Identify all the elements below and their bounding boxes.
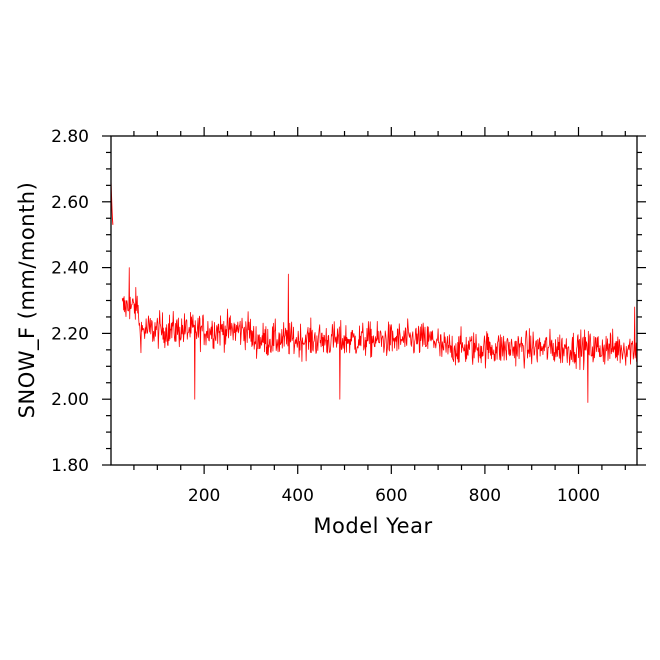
x-tick-label: 1000: [557, 486, 600, 506]
y-tick-label: 2.40: [51, 259, 89, 279]
y-tick-label: 2.20: [51, 324, 89, 344]
axes-layer: 200 400 600 800 1000 1.80 2.00 2.20 2.40 2.60 2.80: [51, 127, 646, 506]
series-line: [121, 267, 638, 403]
series-layer: [110, 182, 638, 403]
x-tick-label: 800: [469, 486, 501, 506]
x-tick-label: 400: [281, 486, 313, 506]
plot-frame: [110, 135, 638, 466]
x-tick-label: 200: [188, 486, 220, 506]
y-tick-label: 1.80: [51, 456, 89, 476]
y-tick-label: 2.80: [51, 127, 89, 147]
x-axis-title: Model Year: [313, 514, 432, 538]
y-tick-label: 2.60: [51, 193, 89, 213]
x-tick-label: 600: [375, 486, 407, 506]
y-tick-label: 2.00: [51, 390, 89, 410]
y-axis-title: SNOW_F (mm/month): [15, 182, 40, 419]
